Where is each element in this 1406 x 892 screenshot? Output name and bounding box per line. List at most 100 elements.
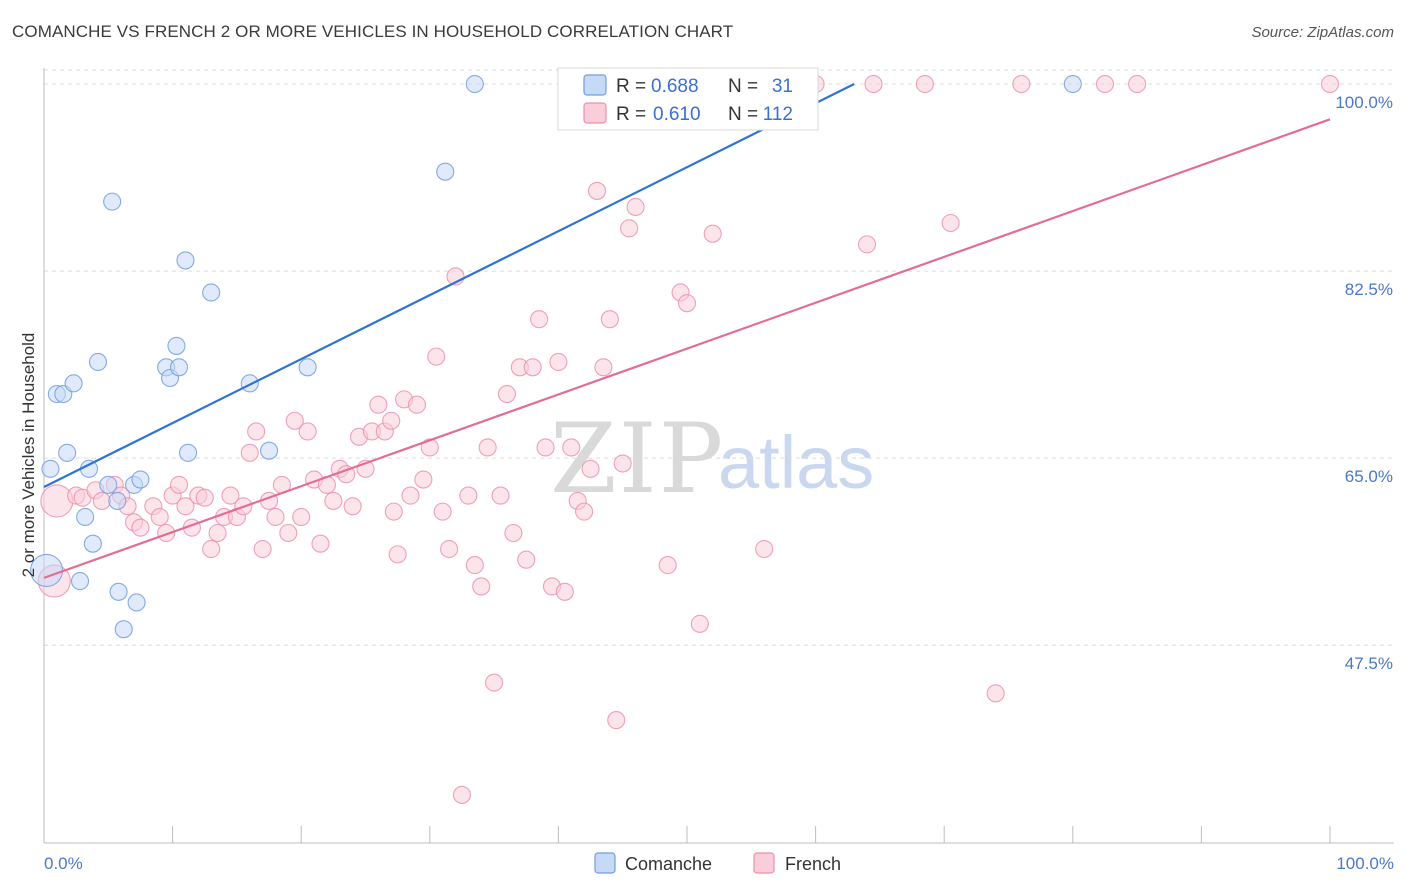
axes [43,68,1394,844]
french-point [195,488,214,507]
french-trend-line [43,118,1331,579]
french-point [864,74,883,94]
french-point [157,523,176,543]
legend-swatch-french [583,102,607,124]
french-point [626,197,645,217]
french-point [150,507,169,527]
french-point [587,181,607,200]
grid-lines [44,69,1394,646]
french-point [594,358,613,377]
y-axis-title: 2 or more Vehicles in Household [19,333,38,578]
french-point [266,507,285,527]
series-legend-swatch-comanche [594,852,616,874]
french-point [92,491,111,510]
french-point [562,438,581,457]
french-point [343,497,362,516]
french-point [504,523,523,543]
french-point [414,470,433,489]
french-point [169,475,189,494]
x-tick-label-left: 0.0% [44,854,83,873]
french-point [298,422,317,441]
french-point [208,523,227,543]
french-point [613,454,632,473]
french-point [1128,74,1147,94]
comanche-point [176,251,195,270]
french-point [384,502,403,521]
trend-lines [43,83,1331,579]
comanche-point [109,582,128,601]
french-point [459,486,478,505]
correlation-legend: R = 0.688 N = 31 R = 0.610 N = 112 [557,67,819,131]
french-point [401,486,420,505]
french-point [530,310,549,329]
y-tick-label: 47.5% [1345,654,1393,673]
french-point [549,352,568,372]
french-point [478,438,497,457]
french-point [620,219,639,238]
french-point [581,459,600,478]
french-point [523,358,542,377]
comanche-point [240,374,259,393]
french-point [1012,74,1031,94]
french-point [285,411,304,430]
x-tick-label-right: 100.0% [1336,854,1394,873]
french-point [427,347,446,366]
legend-n-label-french: N = [728,104,758,125]
french-point [677,294,697,313]
french-point [690,614,709,633]
comanche-point [64,374,83,393]
comanche-point [58,443,77,462]
french-point [131,518,150,537]
french-point [253,539,272,559]
comanche-point [76,507,95,527]
french-point [555,582,574,601]
french-point [465,556,484,575]
comanche-point [436,162,455,181]
french-point [311,534,330,553]
y-tick-labels: 47.5% 65.0% 82.5% 100.0% [1335,93,1393,673]
french-point [388,545,407,564]
french-point [1095,74,1114,94]
french-point [382,411,401,430]
legend-r-label-comanche: R = [616,76,646,97]
french-point [240,443,259,462]
series-legend-swatch-french [753,852,775,874]
comanche-trend-line [43,83,855,489]
comanche-point [41,459,60,478]
comanche-point [88,352,108,372]
comanche-point [127,593,146,612]
comanche-point [298,358,317,377]
french-point [941,213,960,233]
french-point [703,224,722,243]
french-point [279,523,298,543]
comanche-point [178,443,198,462]
comanche-point [70,572,90,591]
series-legend: Comanche French [594,852,841,874]
legend-n-value-french: 112 [763,104,793,125]
y-tick-label: 100.0% [1335,93,1393,112]
comanche-point [167,336,186,355]
comanche-point [259,441,279,460]
french-point [420,438,439,457]
french-point [1320,74,1340,94]
legend-r-value-comanche: 0.688 [651,76,699,97]
french-point [575,502,594,521]
legend-n-value-comanche: 31 [772,76,793,97]
french-point [915,74,934,94]
french-point [472,577,491,596]
french-point [491,486,510,505]
comanche-point [169,358,189,377]
comanche-point [465,74,484,94]
french-point [658,556,677,575]
french-point [497,384,517,404]
french-point [40,484,74,518]
chart-source: Source: ZipAtlas.com [1251,24,1394,41]
french-point [433,502,452,521]
french-point [202,539,221,559]
comanche-point [202,283,221,302]
comanche-points [30,74,1082,639]
series-legend-label-french: French [785,854,841,874]
french-point [452,785,472,804]
french-point [607,711,626,730]
y-tick-label: 65.0% [1345,467,1393,486]
